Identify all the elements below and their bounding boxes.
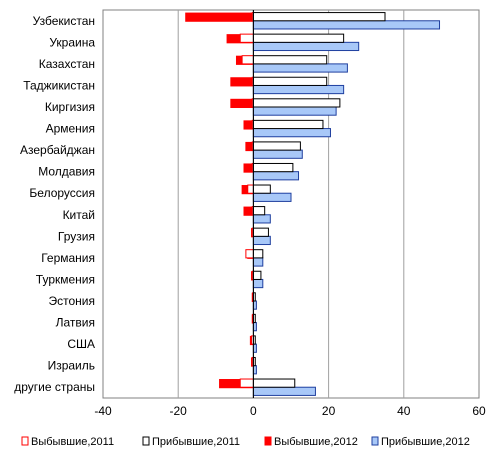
bar bbox=[252, 106, 337, 116]
bar bbox=[252, 141, 301, 151]
category-label: США bbox=[67, 337, 95, 351]
bar bbox=[230, 77, 254, 87]
legend-swatch bbox=[264, 436, 272, 446]
bar bbox=[252, 235, 271, 246]
bar bbox=[252, 12, 386, 22]
bar bbox=[252, 33, 345, 43]
category-label: Казахстан bbox=[39, 57, 95, 71]
category-label: Азербайджан bbox=[20, 143, 95, 157]
category-labels: Узбекистан Украина Казахстан Таджикистан Кир… bbox=[14, 14, 95, 394]
bar bbox=[252, 55, 328, 65]
bar bbox=[252, 378, 296, 388]
category-label: другие страны bbox=[14, 380, 95, 394]
x-axis: -40 -20 0 20 40 60 bbox=[94, 404, 486, 418]
bar bbox=[252, 214, 271, 224]
x-tick-label: 0 bbox=[250, 404, 257, 418]
bar bbox=[252, 128, 331, 138]
category-label: Туркмения bbox=[36, 272, 95, 286]
category-label: Эстония bbox=[49, 294, 96, 308]
legend-swatch bbox=[371, 436, 379, 446]
legend-label: Выбывшие,2011 bbox=[31, 436, 114, 448]
category-label: Белоруссия bbox=[29, 186, 95, 200]
category-label: Израиль bbox=[48, 359, 95, 373]
bar bbox=[252, 63, 348, 73]
category-label: Грузия bbox=[58, 229, 95, 243]
bar bbox=[252, 257, 264, 267]
bar bbox=[252, 119, 324, 130]
bar bbox=[247, 184, 254, 194]
bar bbox=[252, 386, 316, 396]
bar bbox=[252, 171, 300, 181]
legend: Выбывшие,2011 Прибывшие,2011 Выбывшие,2012… bbox=[21, 436, 470, 448]
bar bbox=[252, 149, 303, 159]
legend-label: Прибывшие,2011 bbox=[152, 436, 240, 448]
bar bbox=[252, 184, 271, 194]
legend-swatch bbox=[142, 436, 150, 446]
legend-label: Выбывшие,2012 bbox=[274, 436, 358, 448]
x-tick-label: -40 bbox=[94, 404, 112, 418]
bar bbox=[239, 33, 254, 43]
bar bbox=[252, 270, 262, 280]
x-tick-label: 60 bbox=[472, 404, 486, 418]
category-label: Украина bbox=[49, 35, 95, 49]
category-label: Китай bbox=[63, 208, 95, 222]
bar bbox=[252, 162, 294, 173]
x-tick-label: 20 bbox=[322, 404, 336, 418]
category-label: Узбекистан bbox=[33, 14, 95, 28]
bar bbox=[252, 206, 266, 216]
bar bbox=[252, 192, 292, 202]
bar bbox=[252, 249, 264, 259]
category-label: Германия bbox=[41, 251, 95, 265]
bar bbox=[252, 76, 328, 86]
bar bbox=[252, 227, 269, 237]
bar bbox=[252, 98, 341, 108]
plot-area bbox=[102, 9, 480, 399]
category-label: Киргизия bbox=[45, 100, 95, 114]
bar bbox=[241, 55, 254, 65]
bar bbox=[252, 41, 360, 52]
bar bbox=[239, 378, 254, 388]
category-label: Армения bbox=[46, 122, 95, 136]
bars bbox=[185, 10, 441, 398]
legend-swatch bbox=[21, 436, 29, 446]
legend-label: Прибывшие,2012 bbox=[381, 436, 470, 448]
bar bbox=[252, 278, 264, 289]
bar bbox=[252, 84, 345, 95]
x-tick-label: 40 bbox=[397, 404, 411, 418]
bar bbox=[252, 20, 441, 30]
x-tick-label: -20 bbox=[170, 404, 188, 418]
category-label: Молдавия bbox=[38, 165, 95, 179]
bar bbox=[245, 249, 254, 259]
bar bbox=[230, 98, 254, 109]
category-label: Латвия bbox=[56, 316, 95, 330]
category-label: Таджикистан bbox=[23, 78, 95, 92]
bar bbox=[185, 12, 254, 22]
